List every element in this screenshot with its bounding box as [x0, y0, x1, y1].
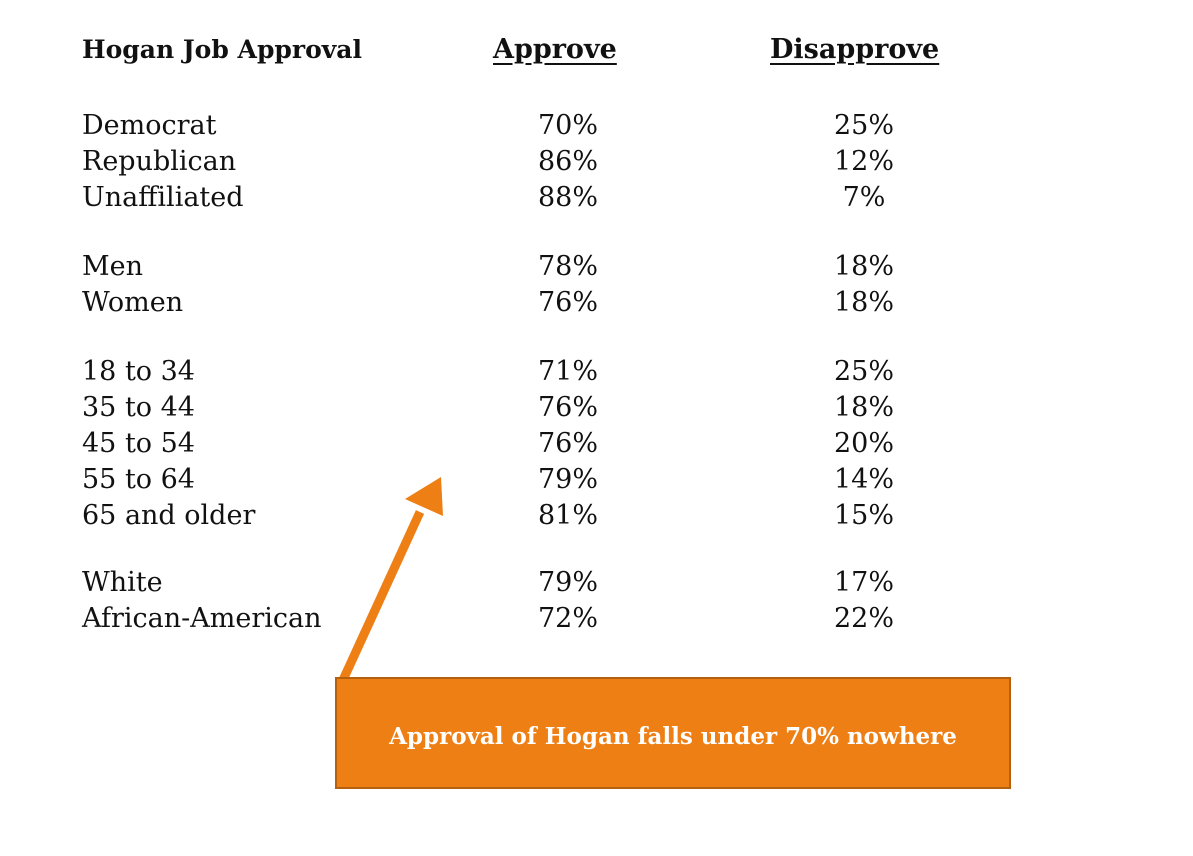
disapprove-value: 18%: [833, 287, 894, 318]
table-title: Hogan Job Approval: [82, 35, 362, 64]
callout-box: Approval of Hogan falls under 70% nowher…: [335, 677, 1011, 789]
approve-value: 70%: [537, 110, 598, 141]
approve-value: 81%: [537, 500, 598, 531]
approve-value: 78%: [537, 251, 598, 282]
disapprove-column-header: Disapprove: [770, 34, 940, 65]
disapprove-value: 25%: [833, 356, 894, 387]
approve-value: 86%: [537, 146, 598, 177]
table-row: Republican 86% 12%: [0, 144, 1193, 180]
disapprove-value: 18%: [833, 251, 894, 282]
row-label: 65 and older: [82, 500, 256, 531]
table-row: 45 to 54 76% 20%: [0, 426, 1193, 462]
table-row: Men 78% 18%: [0, 249, 1193, 285]
row-label: 45 to 54: [82, 428, 195, 459]
row-label: African-American: [82, 603, 322, 634]
row-label: 18 to 34: [82, 356, 195, 387]
row-label: Men: [82, 251, 144, 282]
table-row: African-American 72% 22%: [0, 601, 1193, 637]
disapprove-value: 17%: [833, 567, 894, 598]
table-row: Democrat 70% 25%: [0, 108, 1193, 144]
approve-value: 88%: [537, 182, 598, 213]
disapprove-value: 25%: [833, 110, 894, 141]
row-label: 35 to 44: [82, 392, 195, 423]
table-row: Women 76% 18%: [0, 285, 1193, 321]
disapprove-value: 15%: [833, 500, 894, 531]
table-row: 55 to 64 79% 14%: [0, 462, 1193, 498]
table-row: 18 to 34 71% 25%: [0, 354, 1193, 390]
disapprove-value: 12%: [833, 146, 894, 177]
table-row: Unaffiliated 88% 7%: [0, 180, 1193, 216]
approve-value: 71%: [537, 356, 598, 387]
approve-value: 79%: [537, 567, 598, 598]
approve-value: 76%: [537, 392, 598, 423]
approve-value: 76%: [537, 428, 598, 459]
approve-value: 79%: [537, 464, 598, 495]
approve-column-header: Approve: [493, 34, 617, 65]
row-label: Democrat: [82, 110, 217, 141]
disapprove-value: 14%: [833, 464, 894, 495]
table-row: 65 and older 81% 15%: [0, 498, 1193, 534]
disapprove-value: 22%: [833, 603, 894, 634]
disapprove-value: 7%: [842, 182, 886, 213]
row-label: Republican: [82, 146, 237, 177]
row-label: Unaffiliated: [82, 182, 244, 213]
row-label: White: [82, 567, 163, 598]
row-label: 55 to 64: [82, 464, 195, 495]
approve-value: 72%: [537, 603, 598, 634]
table-row: 35 to 44 76% 18%: [0, 390, 1193, 426]
table-row: White 79% 17%: [0, 565, 1193, 601]
callout-text: Approval of Hogan falls under 70% nowher…: [389, 722, 957, 750]
disapprove-value: 20%: [833, 428, 894, 459]
approve-value: 76%: [537, 287, 598, 318]
disapprove-value: 18%: [833, 392, 894, 423]
row-label: Women: [82, 287, 184, 318]
